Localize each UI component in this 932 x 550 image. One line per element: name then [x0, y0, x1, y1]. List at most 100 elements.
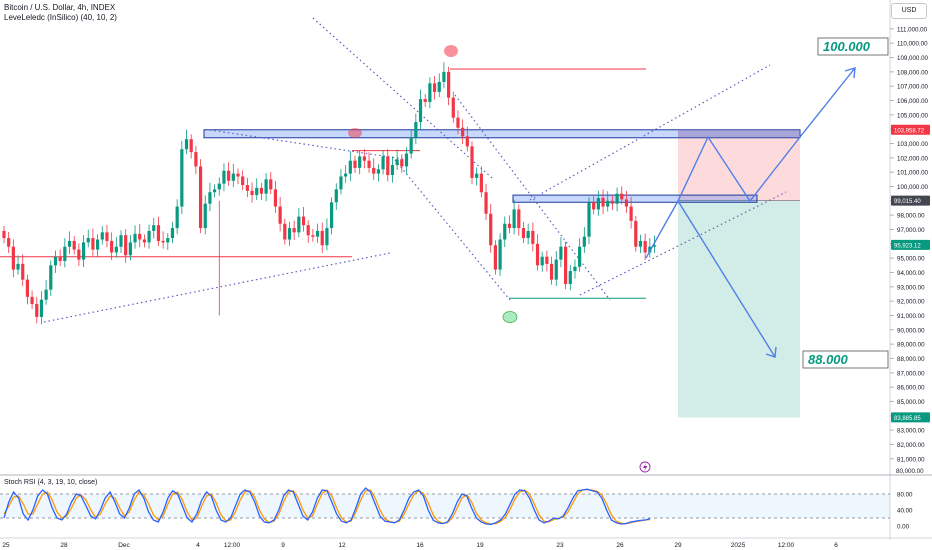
currency-button[interactable]: USD [891, 3, 927, 19]
indicator-title: LeveLeledc (InSilico) (40, 10, 2) [4, 13, 117, 22]
event-lightning-glyph [643, 463, 648, 472]
candle-body [414, 122, 418, 138]
price-tick-label: 102,000.00 [897, 155, 929, 162]
candle-body [138, 233, 142, 240]
candle-body [147, 230, 151, 243]
price-tick-label: 108,000.00 [897, 69, 929, 76]
candle-body [465, 136, 469, 147]
candle-body [264, 179, 268, 194]
candle-body [638, 240, 643, 247]
candle-body [512, 209, 516, 229]
candle-body [582, 236, 586, 247]
candle-body [554, 259, 558, 280]
price-label-text: 83,885.85 [894, 416, 921, 422]
time-tick-label: 12:00 [778, 542, 795, 549]
price-tick-label: 82,000.00 [897, 442, 925, 449]
candle-body [372, 167, 376, 174]
price-tick-label: 109,000.00 [897, 55, 929, 62]
candle-body [386, 156, 390, 176]
price-tick-label: 103,000.00 [897, 141, 929, 148]
stoch-k-line [3, 487, 651, 526]
candle-body [475, 173, 479, 178]
candle-body [273, 189, 278, 207]
candle-body [479, 173, 483, 193]
candle-body [517, 209, 521, 229]
candle-body [381, 156, 385, 170]
candle-body [461, 127, 465, 137]
price-label-bg [891, 124, 930, 135]
candle-body [114, 246, 118, 253]
candle-body [311, 235, 315, 237]
candle-body [180, 149, 184, 207]
target-up-label: 100.000 [823, 39, 871, 54]
candle-body [545, 256, 549, 264]
price-label-bg [891, 239, 930, 250]
candle-body [367, 160, 371, 168]
candle-body [362, 156, 366, 161]
candle-body [156, 225, 161, 241]
candle-body [601, 197, 605, 207]
candle-body [245, 185, 249, 191]
price-tick-label: 98,000.00 [897, 213, 925, 220]
candle-body [166, 238, 170, 243]
pivot-marker [348, 128, 362, 138]
candle-body [535, 243, 540, 266]
candle-body [578, 246, 582, 267]
rsi-tick-label: 80.00 [897, 492, 913, 499]
candle-body [620, 193, 624, 200]
candle-body [423, 99, 427, 102]
candle-body [568, 271, 572, 284]
candle-body [7, 238, 11, 247]
take-profit-zone [678, 200, 800, 418]
price-tick-label: 107,000.00 [897, 84, 929, 91]
price-bottom-label: 80,000.00 [896, 468, 924, 475]
candle-body [344, 173, 348, 177]
candle-body [184, 139, 189, 150]
candle-body [292, 228, 296, 233]
candle-body [549, 263, 554, 280]
price-tick-label: 86,000.00 [897, 385, 925, 392]
candle-body [81, 242, 86, 260]
price-tick-label: 91,000.00 [897, 313, 925, 320]
candle-body [39, 299, 44, 317]
candle-body [498, 239, 502, 270]
price-tick-label: 92,000.00 [897, 299, 925, 306]
rsi-band-fill [0, 494, 890, 518]
candle-body [100, 232, 104, 240]
candle-body [348, 160, 352, 174]
target-down-box [802, 350, 889, 369]
time-tick-label: 29 [674, 542, 682, 549]
candle-body [278, 206, 282, 224]
candle-body [21, 263, 25, 280]
candle-body [30, 296, 34, 305]
candle-body [643, 240, 647, 253]
candle-body [358, 156, 362, 168]
candle-body [152, 225, 156, 231]
candle-body [175, 206, 179, 229]
price-tick-label: 100,000.00 [897, 184, 929, 191]
price-tick-label: 88,000.00 [897, 356, 925, 363]
candle-body [213, 189, 217, 193]
time-tick-label: 4 [196, 542, 200, 549]
candle-body [447, 71, 451, 98]
candle-body [526, 230, 530, 239]
candle-body [432, 83, 437, 92]
candle-body [451, 97, 455, 118]
stop-loss-zone [678, 129, 800, 201]
candle-body [606, 200, 610, 207]
candle-body [53, 256, 58, 266]
symbol-title: Bitcoin / U.S. Dollar, 4h, INDEX [4, 3, 116, 12]
candle-body [334, 189, 338, 203]
price-tick-label: 111,000.00 [897, 26, 928, 33]
candle-body [484, 192, 488, 214]
candle-body [301, 216, 306, 226]
rsi-tick-label: 0.00 [897, 524, 910, 531]
candle-body [72, 240, 76, 250]
candle-body [236, 173, 240, 177]
candle-body [297, 216, 301, 233]
trend-line [43, 252, 391, 323]
candle-body [124, 235, 128, 256]
price-tick-label: 101,000.00 [897, 170, 929, 177]
candle-body [222, 170, 226, 184]
